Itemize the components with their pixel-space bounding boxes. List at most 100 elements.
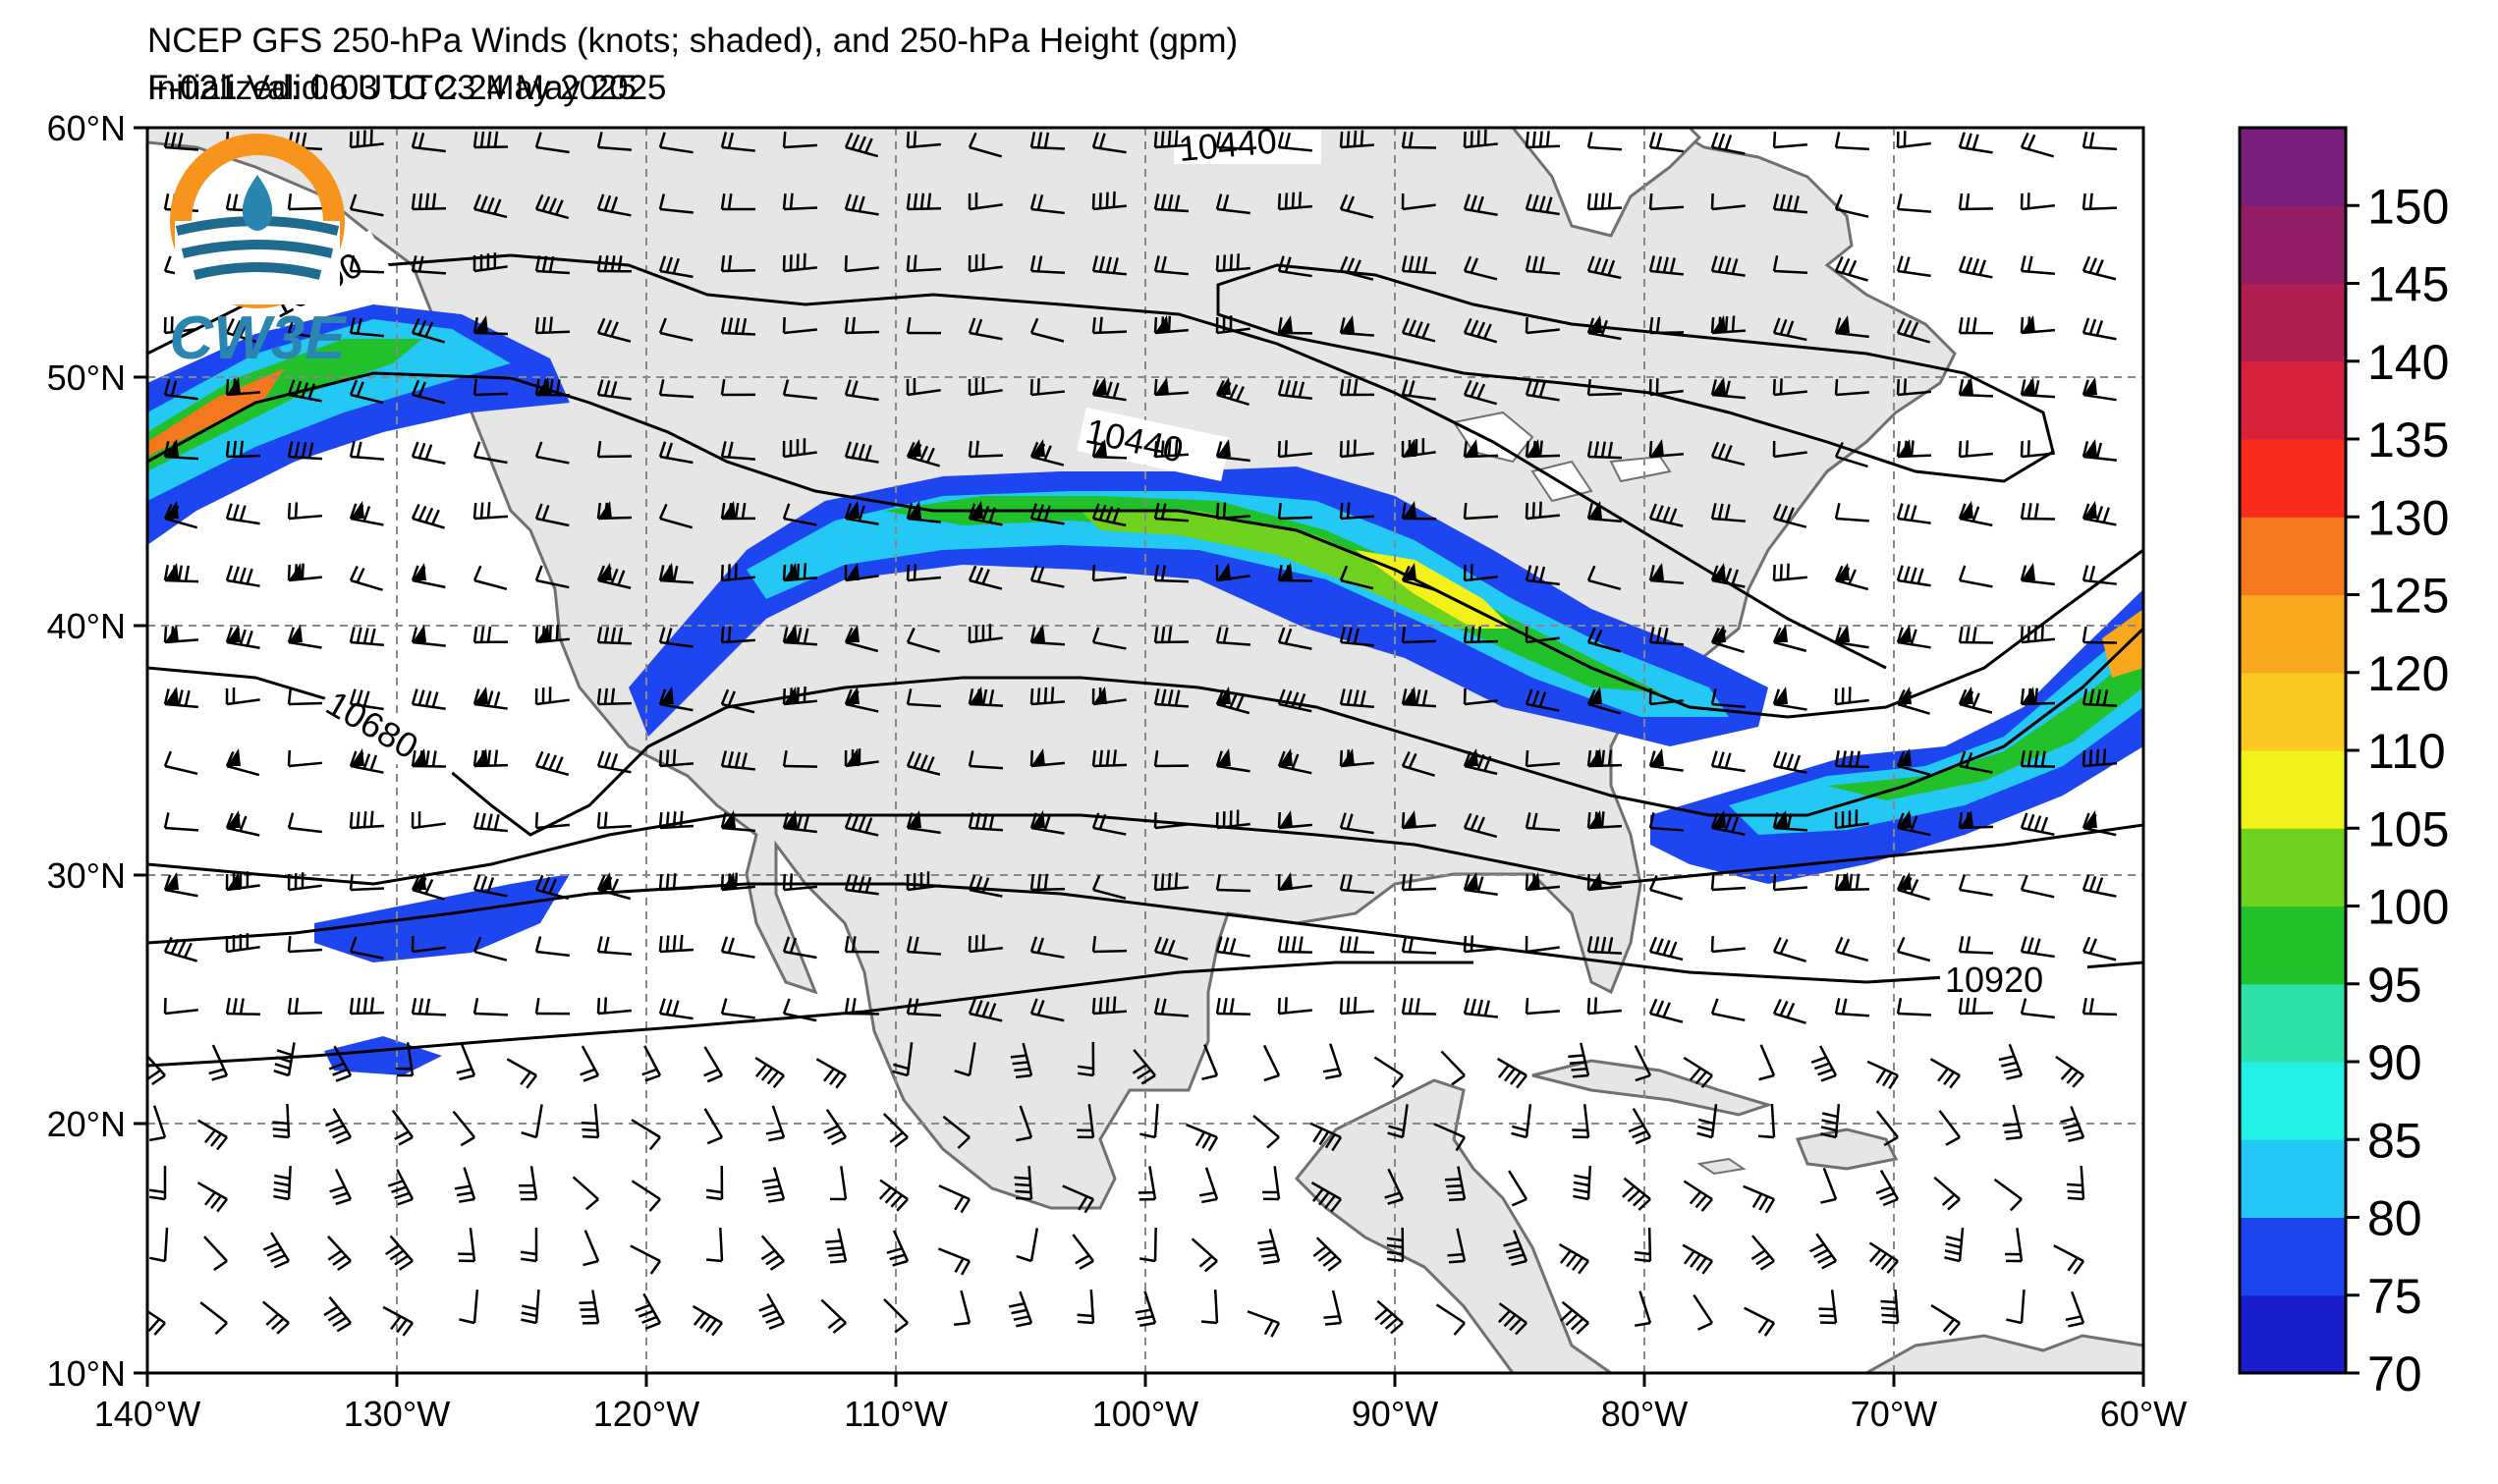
wind-barb [2020,440,2055,459]
wind-barb [1401,255,1437,275]
wind-barb [1401,626,1437,644]
wind-barb [2082,936,2117,962]
wind-barb [2082,565,2117,585]
wind-barb [225,565,260,587]
wind-barb [1091,255,1127,276]
wind-barb [452,1110,475,1147]
wind-barb [1525,501,1560,521]
wind-barb [968,317,1003,341]
hispaniola [1795,1127,1899,1171]
wind-barb [1586,936,1623,955]
wind-barb [1772,563,1807,582]
wind-barb [1029,317,1065,343]
colorbar-label: 80 [2367,1191,2422,1246]
wind-barb [534,316,571,335]
wind-barb [521,1289,540,1325]
wind-barb [1153,255,1189,276]
wind-barb [2020,998,2055,1019]
wind-barb [720,688,755,714]
wind-barb [1772,255,1808,275]
wind-barb [163,563,199,583]
wind-barb [1772,936,1806,962]
wind-barb [2082,810,2117,837]
colorbar-segment [2240,1294,2346,1374]
wind-barb [760,1235,785,1271]
wind-barb [968,874,1003,898]
wind-barb [1072,1234,1094,1270]
wind-barb [1525,872,1560,892]
wind-barb [1896,565,1931,587]
wind-barb [968,998,1003,1022]
wind-barb [1958,874,1993,897]
wind-barb [1252,1115,1280,1149]
wind-barb [883,1297,909,1334]
lat-label: 50°N [47,357,126,398]
wind-barb [825,1228,848,1264]
wind-barb [1896,810,1931,837]
wind-barb [472,687,508,710]
wind-barb [472,378,509,397]
wind-barb [1868,1241,1899,1274]
wind-barb [906,501,941,523]
wind-barb [705,1227,724,1263]
wind-barb [411,132,446,153]
wind-barb [411,625,446,647]
wind-barb [1634,1227,1652,1263]
wind-barb [163,132,198,151]
wind-barb [1262,1044,1281,1082]
wind-barb [1215,936,1250,958]
wind-barb [631,1119,661,1151]
wind-barb [2055,1055,2084,1088]
wind-barb [1153,936,1189,961]
wind-barb [906,688,942,708]
wind-barb [1339,748,1374,768]
wind-barb [1648,998,1684,1023]
wind-barb [968,192,1003,211]
wind-barb [630,1244,662,1275]
colorbar-label: 130 [2367,490,2449,545]
wind-barb [1710,688,1746,709]
colorbar-label: 145 [2367,257,2449,312]
wind-barb [906,871,941,892]
wind-barb [1710,563,1746,588]
wind-barb [782,192,818,211]
wind-barb [658,627,694,648]
wind-barb [1277,997,1312,1016]
wind-barb [349,565,383,591]
wind-barb [1401,438,1436,459]
wind-barb [534,750,570,777]
wind-barb [2082,501,2117,526]
wind-barb [596,317,632,343]
wind-barb [906,998,942,1017]
wind-barb [1463,317,1498,344]
wind-barb [1262,1166,1281,1201]
colorbar-segment [2240,750,2346,829]
wind-barb [1772,131,1807,149]
wind-barb [968,934,1003,954]
colorbar-label: 90 [2367,1035,2422,1090]
wind-barb [583,1230,600,1267]
wind-barb [782,998,817,1022]
wind-barb [1525,379,1560,402]
wind-barb [1710,441,1746,467]
lon-label: 90°W [1352,1394,1438,1434]
wind-barb [1277,872,1312,892]
wind-barb [472,748,509,768]
wind-barb [720,501,756,521]
wind-barb [906,439,941,467]
wind-barb [705,1165,724,1201]
wind-barb [1029,255,1066,275]
wind-barb [225,440,261,459]
wind-barb [411,317,446,344]
colorbar-label: 120 [2367,646,2449,701]
wind-barb [1339,502,1375,521]
wind-barb [518,1166,538,1201]
wind-barb [1772,440,1807,459]
wind-barb [1622,1177,1651,1211]
wind-barb [1153,377,1190,397]
wind-barb [1077,1041,1095,1077]
wind-barb [1153,872,1190,892]
wind-barb [1463,748,1498,776]
wind-barb [1215,253,1250,273]
wind-barb [1586,872,1622,892]
